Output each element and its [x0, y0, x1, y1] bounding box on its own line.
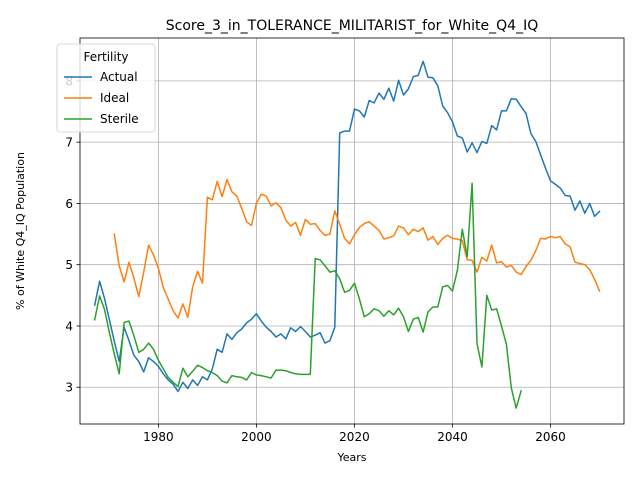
series-lines — [93, 60, 601, 409]
x-axis-label: Years — [336, 451, 366, 464]
legend-label-ideal: Ideal — [100, 91, 129, 105]
legend-label-sterile: Sterile — [100, 112, 139, 126]
series-line-actual — [93, 60, 601, 393]
y-tick-label: 6 — [65, 197, 73, 211]
plot-area-frame — [79, 37, 625, 425]
y-tick-label: 5 — [65, 258, 73, 272]
series-line-ideal — [113, 178, 601, 319]
y-tick-label: 7 — [65, 136, 73, 150]
legend-label-actual: Actual — [100, 70, 138, 84]
x-gridlines — [158, 38, 551, 424]
legend: Fertility Actual Ideal Sterile — [56, 43, 156, 133]
x-tick-label: 2020 — [339, 430, 370, 444]
x-tick-label: 2000 — [241, 430, 272, 444]
x-tick-label: 2040 — [437, 430, 468, 444]
chart-title: Score_3_in_TOLERANCE_MILITARIST_for_Whit… — [166, 18, 538, 34]
y-tick-label: 4 — [65, 319, 73, 333]
x-tick-label: 1980 — [143, 430, 174, 444]
y-axis-label: % of White Q4_IQ Population — [14, 152, 27, 310]
y-tick-label: 3 — [65, 381, 73, 395]
x-tick-label: 2060 — [535, 430, 566, 444]
legend-title: Fertility — [83, 50, 128, 64]
legend-box — [56, 43, 156, 133]
y-gridlines — [80, 80, 624, 388]
series-line-sterile — [93, 182, 523, 409]
x-axis-ticks: 1980 2000 2020 2040 2060 — [143, 424, 566, 444]
